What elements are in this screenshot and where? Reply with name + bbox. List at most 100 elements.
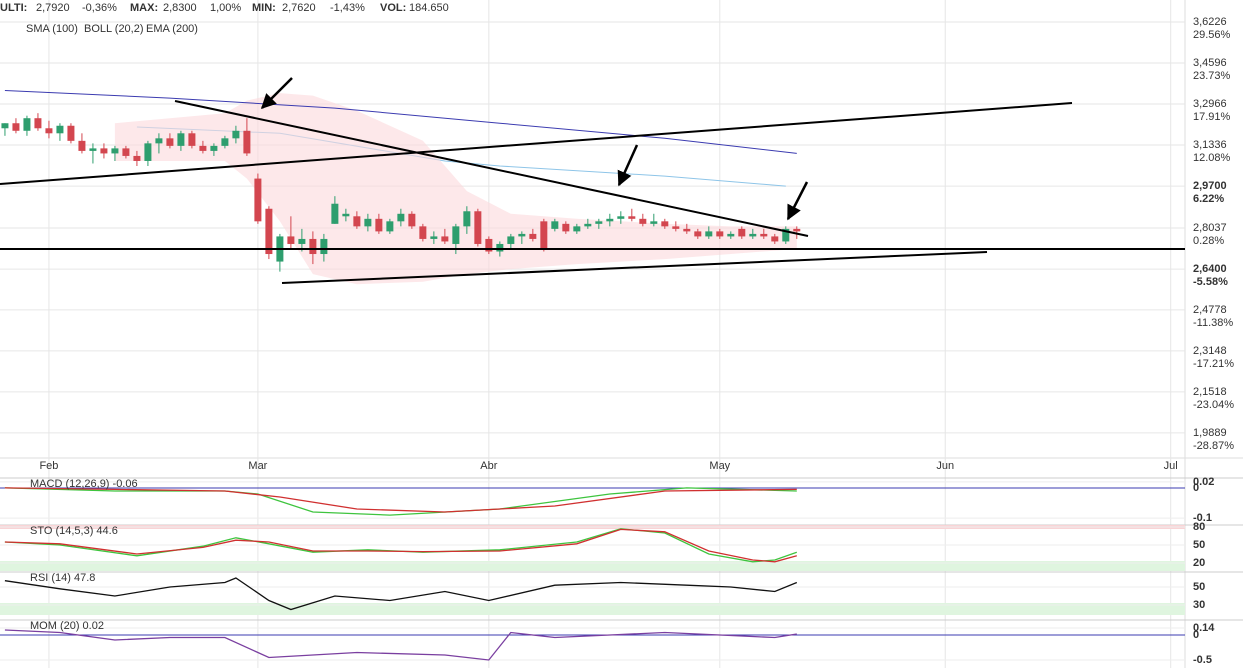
candle-body [155,138,163,144]
candle-body [540,221,548,249]
panel-tick-label: 50 [1193,539,1205,551]
candle-body [771,236,779,242]
candle-body [287,236,295,244]
candle-body [650,221,658,224]
y-tick-pct: -5.58% [1193,276,1228,288]
candle-body [573,226,581,232]
header-value: 2,8300 [163,2,197,14]
candle-body [45,128,53,134]
panel-title: MACD (12,26,9) -0.06 [30,478,138,490]
candle-body [1,123,9,129]
panel-tick-label: 0 [1193,629,1199,641]
candle-body [782,228,790,242]
boll-band [114,93,797,285]
panel-title: MOM (20) 0.02 [30,620,104,632]
overlay-line [4,90,797,154]
candle-body [320,238,328,255]
candle-body [749,233,757,237]
candle-body [584,223,592,227]
candle-body [529,233,537,239]
panel-tick-label: 0.02 [1193,476,1214,488]
header-change: 1,00% [210,2,241,14]
panel-tick-label: -0.1 [1193,512,1212,524]
candle-body [474,211,482,244]
candle-body [12,123,20,131]
candle-body [122,148,130,156]
candle-body [463,211,471,227]
y-tick-pct: -17.21% [1193,358,1234,370]
x-tick-label: May [709,460,730,472]
candle-body [628,216,636,219]
candle-body [177,133,185,146]
candle-body [683,228,691,232]
candle-body [485,238,493,252]
candle-body [298,238,306,244]
panel-tick-label: 0.14 [1193,622,1215,634]
header-value: 184.650 [409,2,449,14]
y-tick-label: 2,3148 [1193,345,1227,357]
x-tick-label: Jun [936,460,954,472]
oversold-band [0,602,1185,615]
candle-body [397,213,405,222]
y-tick-pct: 29.56% [1193,29,1231,41]
y-tick-label: 2,6400 [1193,263,1227,275]
candle-body [232,130,240,139]
candle-body [188,133,196,146]
candle-body [617,216,625,219]
panel-tick-label: 80 [1193,521,1205,533]
candle-body [639,218,647,224]
y-tick-pct: -28.87% [1193,440,1234,452]
y-tick-pct: 12.08% [1193,152,1231,164]
y-tick-pct: 6.22% [1193,193,1224,205]
y-tick-label: 3,1336 [1193,139,1227,151]
candle-body [375,218,383,232]
arrow [786,181,809,221]
y-tick-label: 3,4596 [1193,57,1227,69]
candle-body [419,226,427,239]
x-tick-label: Abr [480,460,497,472]
candle-body [386,221,394,232]
panel-tick-label: 30 [1193,599,1205,611]
annotations [0,77,1185,284]
oversold-band [0,560,1185,571]
header-value: 2,7620 [282,2,316,14]
trend-line [0,102,1073,185]
candle-body [694,231,702,237]
header-label: MIN: [252,2,276,14]
indicator-line [4,577,798,611]
candle-body [331,203,339,224]
header-change: -1,43% [330,2,365,14]
candle-body [562,223,570,232]
y-tick-label: 2,8037 [1193,222,1227,234]
indicator-line [4,528,797,563]
y-tick-label: 3,6226 [1193,16,1227,28]
candle-body [34,118,42,129]
y-tick-pct: 0.28% [1193,235,1224,247]
panel-tick-label: 0 [1193,482,1199,494]
candle-body [672,226,680,229]
header-label: MAX: [130,2,158,14]
legend-entry: SMA (100) [26,23,78,35]
candle-body [199,145,207,151]
candle-body [133,155,141,161]
trend-line [281,251,988,284]
candle-body [221,138,229,146]
candle-body [738,228,746,237]
y-tick-label: 2,9700 [1193,180,1227,192]
candle-body [78,140,86,151]
candle-body [23,118,31,131]
mark-layer [1,113,801,661]
candle-body [166,138,174,146]
arrow [617,144,639,187]
candle-body [793,228,801,232]
candle-body [144,143,152,161]
candle-body [111,148,119,154]
candle-body [67,125,75,141]
candle-body [353,216,361,227]
y-tick-pct: -11.38% [1193,317,1233,329]
